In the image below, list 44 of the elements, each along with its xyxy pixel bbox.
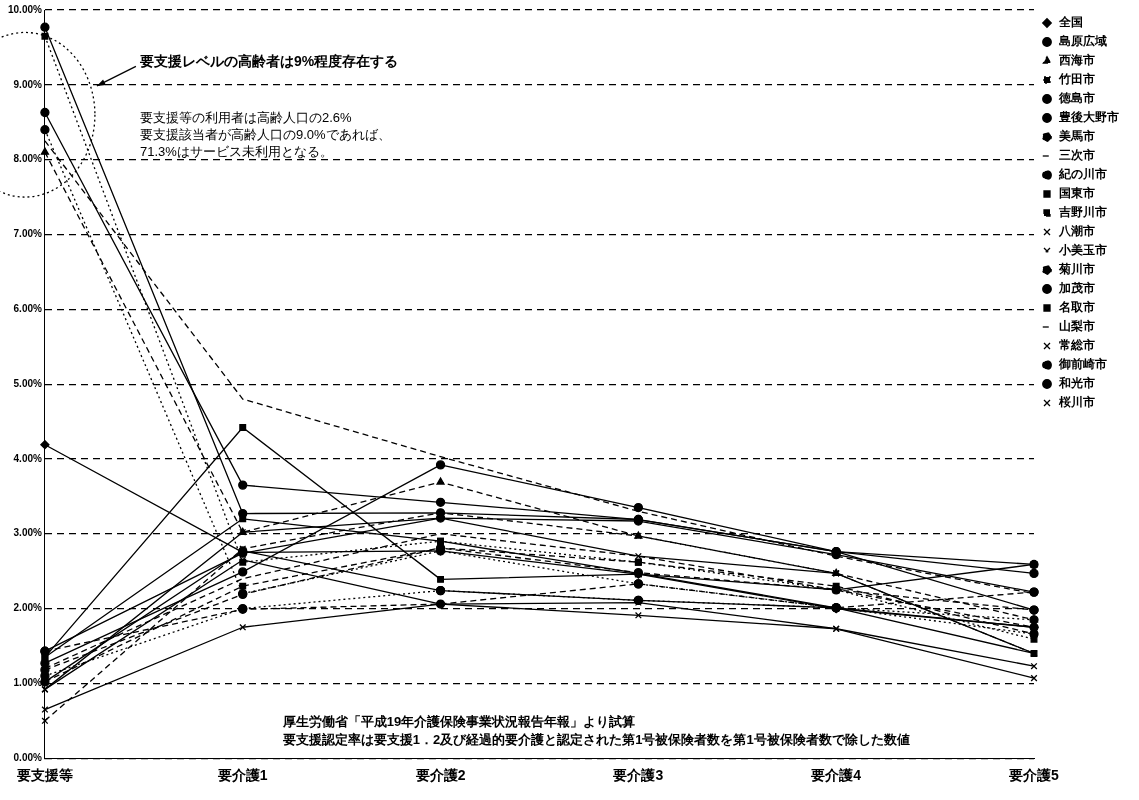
- legend-label: 和光市: [1058, 376, 1095, 391]
- legend-label: 小美玉市: [1058, 243, 1107, 258]
- annotation: 要支援レベルの高齢者は9%程度存在する: [138, 53, 399, 70]
- y-tick-label: 6.00%: [13, 303, 43, 315]
- y-tick-label: 0.00%: [13, 751, 43, 763]
- annotation: 要支援認定率は要支援1．2及び経過的要介護と認定された第1号被保険者数を第1号被保険者数で除した数値: [281, 731, 910, 747]
- legend-label: 八潮市: [1058, 224, 1095, 239]
- annotation: 71.3%はサービス未利用となる。: [139, 144, 333, 160]
- legend-label: 吉野川市: [1058, 205, 1107, 220]
- annotation: 要支援等の利用者は高齢人口の2.6%: [139, 110, 352, 126]
- legend-label: 三次市: [1059, 148, 1095, 163]
- x-tick-label: 要介護2: [414, 767, 466, 784]
- y-tick-label: 2.00%: [13, 602, 43, 614]
- y-tick-label: 3.00%: [13, 527, 43, 539]
- legend-label: 常総市: [1059, 338, 1095, 353]
- y-tick-label: 5.00%: [13, 377, 43, 389]
- x-tick-label: 要介護4: [810, 767, 862, 784]
- legend-label: 全国: [1058, 15, 1083, 30]
- legend-label: 御前崎市: [1058, 357, 1107, 372]
- x-tick-label: 要介護1: [216, 767, 268, 784]
- legend-label: 徳島市: [1058, 91, 1095, 106]
- legend-label: 名取市: [1058, 300, 1095, 315]
- y-tick-label: 4.00%: [13, 452, 43, 464]
- y-tick-label: 1.00%: [13, 677, 43, 689]
- legend-label: 国東市: [1059, 186, 1095, 201]
- annotation: 厚生労働省「平成19年介護保険事業状況報告年報」より試算: [281, 713, 636, 729]
- legend-label: 桜川市: [1058, 395, 1095, 410]
- legend-label: 菊川市: [1058, 262, 1095, 277]
- legend-label: 山梨市: [1059, 319, 1095, 334]
- y-tick-label: 10.00%: [7, 3, 43, 15]
- x-tick-label: 要介護5: [1008, 767, 1060, 784]
- x-tick-label: 要支援等: [15, 767, 73, 784]
- legend-label: 島原広域: [1059, 34, 1107, 49]
- y-tick-label: 8.00%: [13, 153, 43, 165]
- legend-label: 美馬市: [1058, 129, 1095, 144]
- legend-label: 加茂市: [1058, 281, 1095, 296]
- annotation: 要支援該当者が高齢人口の9.0%であれば、: [139, 127, 391, 143]
- y-tick-label: 7.00%: [13, 228, 43, 240]
- legend-label: 竹田市: [1058, 72, 1095, 87]
- legend-label: 西海市: [1058, 53, 1095, 68]
- legend-label: 紀の川市: [1058, 167, 1107, 182]
- legend-label: 豊後大野市: [1058, 110, 1119, 125]
- y-tick-label: 9.00%: [13, 78, 43, 90]
- x-tick-label: 要介護3: [612, 767, 664, 784]
